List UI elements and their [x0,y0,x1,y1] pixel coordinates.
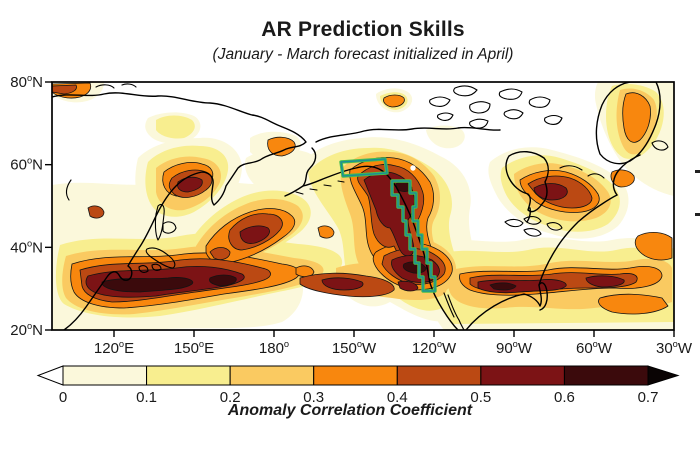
colorbar-tick-label: 0.7 [638,389,659,406]
axis-tick-label: 120oE [94,339,134,357]
station-marker-dot [410,165,416,171]
axis-tick-label: 30oW [656,339,693,357]
axis-tick-label: 150oW [332,339,377,357]
figure-subtitle: (January - March forecast initialized in… [212,46,514,63]
colorbar-segment [313,365,398,386]
coastlines [52,82,669,330]
axis-tick-label: 180o [259,339,289,357]
axis-tick-label: 150oE [174,339,214,357]
colorbar-segment [146,365,231,386]
colorbar-under-arrow [36,365,64,386]
colorbar: 0 0.1 0.2 0.3 0.4 0.5 0.6 0.7 [36,365,680,406]
highlight-box-alaska-coast [339,157,389,178]
axis-tick-label: 60oN [10,156,43,174]
axis-tick-label: 120oW [412,339,457,357]
colorbar-tick-label: 0 [59,389,67,406]
right-edge-artifacts [695,170,700,216]
colorbar-tick-label: 0.2 [220,389,241,406]
colorbar-over-arrow [647,365,680,386]
colorbar-segment [396,365,482,386]
colorbar-tick-label: 0.6 [554,389,575,406]
contour-field [52,82,674,330]
highlight-region-west-coast [390,179,437,293]
axis-tick-label: 60oW [576,339,613,357]
figure-title: AR Prediction Skills [261,18,465,41]
map-frame [51,81,675,331]
colorbar-segment [229,365,315,386]
axis-tick-label: 80oN [10,73,43,91]
colorbar-tick-label: 0.3 [303,389,324,406]
colorbar-tick-label: 0.5 [470,389,491,406]
colorbar-segment [563,365,649,386]
axis-tick-label: 40oN [10,238,43,256]
x-axis: 120oE 150oE 180o 150oW 120oW 90oW 60oW 30oW [94,330,693,357]
colorbar-segment [62,365,148,386]
colorbar-tick-label: 0.4 [387,389,408,406]
axis-tick-label: 90oW [496,339,533,357]
axis-tick-label: 20oN [10,321,43,339]
colorbar-segment [480,365,565,386]
colorbar-caption: Anomaly Correlation Coefficient [227,402,473,419]
y-axis: 80oN 60oN 40oN 20oN [10,73,52,339]
colorbar-tick-label: 0.1 [136,389,157,406]
